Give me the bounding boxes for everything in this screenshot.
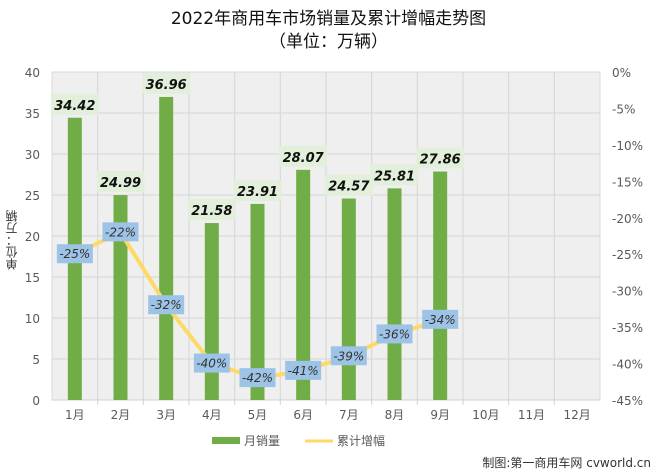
bar [250, 203, 265, 400]
line-label-box [422, 309, 459, 329]
line-value-label: -36% [379, 327, 410, 341]
bar-label-box [96, 171, 145, 193]
x-tick-label: 2月 [111, 408, 131, 422]
line-label-box [239, 368, 276, 388]
y-tick-label: 40 [25, 66, 40, 80]
legend-bar-swatch [212, 437, 240, 444]
y2-tick-label: -20% [612, 212, 643, 226]
x-tick-label: 5月 [248, 408, 268, 422]
bar-value-label: 24.57 [328, 180, 370, 195]
bar-value-label: 21.58 [191, 204, 232, 219]
bar-label-box [142, 72, 191, 94]
bar-label-box [50, 93, 99, 115]
y-tick-label: 5 [32, 353, 40, 367]
line-value-label: -34% [425, 313, 456, 327]
line-label-box [285, 360, 322, 380]
line-label-box [193, 353, 230, 373]
x-tick-label: 7月 [339, 408, 359, 422]
y2-tick-label: -25% [612, 248, 643, 262]
line-label-box [102, 222, 139, 242]
bar-label-box [233, 179, 282, 201]
legend-line-label: 累计增幅 [337, 433, 385, 448]
bar [387, 188, 402, 400]
y-tick-label: 10 [25, 312, 40, 326]
x-tick-label: 4月 [202, 408, 222, 422]
line-label-box [56, 244, 93, 264]
y2-tick-label: -30% [612, 285, 643, 299]
y-axis-right: 0% -5% -10% -15% -20% -25% -30% -35% -40% -45% [612, 66, 643, 408]
bar [204, 223, 219, 400]
bar-value-label: 36.96 [146, 78, 187, 93]
line-label-box [148, 295, 185, 315]
x-tick-label: 10月 [472, 408, 499, 422]
line-value-label: -39% [333, 349, 364, 363]
line-value-label: -40% [196, 357, 227, 371]
bar [341, 198, 356, 400]
y-tick-label: 0 [32, 394, 40, 408]
bar-value-label: 28.07 [283, 151, 325, 166]
bar-label-box [416, 147, 465, 169]
y2-tick-label: -40% [612, 358, 643, 372]
legend-bar-label: 月销量 [244, 434, 280, 448]
y-tick-label: 35 [25, 107, 40, 121]
x-tick-label: 11月 [518, 408, 545, 422]
y2-tick-label: -5% [612, 102, 635, 116]
chart-title: 2022年商用车市场销量及累计增幅走势图 [170, 9, 487, 29]
line-value-label: -22% [105, 225, 136, 239]
y-tick-label: 15 [25, 271, 40, 285]
bar-value-label: 23.91 [237, 185, 278, 200]
chart-credit: 制图:第一商用车网 cvworld.cn [482, 456, 651, 470]
plot-area [51, 71, 601, 405]
y2-tick-label: 0% [612, 66, 631, 80]
line-value-label: -25% [59, 247, 90, 261]
line-value-label: -42% [242, 371, 273, 385]
x-tick-label: 6月 [293, 408, 313, 422]
y2-tick-label: -35% [612, 321, 643, 335]
y-tick-label: 20 [25, 230, 40, 244]
bar-value-label: 34.42 [54, 99, 95, 114]
x-tick-label: 8月 [385, 408, 405, 422]
y2-tick-label: -10% [612, 139, 643, 153]
bar-value-label: 25.81 [374, 169, 415, 184]
line-value-label: -41% [288, 364, 319, 378]
line-label-box [330, 346, 367, 366]
y2-tick-label: -45% [612, 394, 643, 408]
bar [159, 96, 174, 400]
bar-label-box [279, 145, 328, 167]
y-tick-label: 25 [25, 189, 40, 203]
bar [433, 171, 448, 400]
x-axis: 1月 2月 3月 4月 5月 6月 7月 8月 9月 10月 11月 12月 [65, 408, 591, 422]
bar [113, 195, 128, 400]
bar-value-label: 24.99 [100, 176, 141, 191]
y2-tick-label: -15% [612, 175, 643, 189]
bar-label-box [324, 174, 373, 196]
line-value-label: -32% [151, 298, 182, 312]
x-tick-label: 12月 [564, 408, 591, 422]
bar [296, 169, 311, 400]
bar-label-box [370, 164, 419, 186]
x-tick-label: 1月 [65, 408, 85, 422]
line-data-labels: -25% -22% -32% -40% -42% -41% -39% -36% -34% [56, 222, 459, 388]
legend: 月销量 累计增幅 [212, 433, 385, 448]
x-tick-label: 9月 [430, 408, 450, 422]
x-tick-label: 3月 [156, 408, 176, 422]
bar-label-box [187, 199, 236, 221]
bar-value-label: 27.86 [420, 153, 461, 168]
line-label-box [376, 324, 413, 344]
y-tick-label: 30 [25, 148, 40, 162]
chart-subtitle: （单位：万辆） [269, 32, 388, 52]
y-axis-left: 0 5 10 15 20 25 30 35 40 [25, 66, 40, 408]
